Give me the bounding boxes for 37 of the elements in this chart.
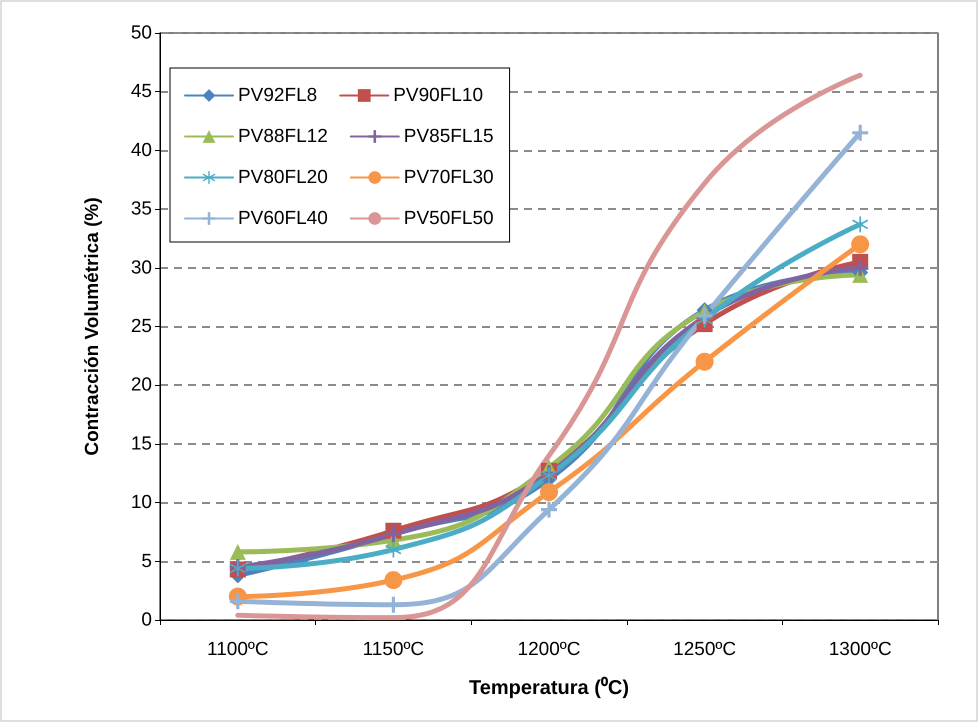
point	[230, 593, 246, 610]
legend-label: PV50FL50	[404, 208, 494, 229]
x-tick-label: 1250ºC	[673, 639, 736, 660]
y-tick-label: 5	[141, 550, 152, 572]
legend-label: PV92FL8	[238, 85, 318, 106]
y-tick-label: 15	[130, 433, 152, 454]
y-tick-label: 20	[130, 374, 152, 396]
y-tick-label: 50	[130, 22, 152, 44]
point	[696, 352, 714, 371]
x-tick-label: 1200ºC	[518, 639, 580, 660]
point	[852, 260, 868, 276]
legend-label: PV70FL30	[404, 167, 494, 188]
point	[540, 483, 558, 502]
point	[852, 124, 868, 141]
x-axis-title: Temperatura (⁰C)	[469, 676, 629, 699]
y-tick-label: 0	[141, 610, 152, 630]
legend-label: PV90FL10	[393, 85, 484, 106]
y-tick-label: 40	[130, 140, 152, 161]
point	[851, 235, 870, 254]
legend-label: PV88FL12	[238, 126, 328, 147]
x-tick-label: 1100ºC	[207, 639, 269, 660]
legend-label: PV80FL20	[238, 167, 328, 188]
point	[852, 216, 868, 232]
x-tick-label: 1300ºC	[828, 639, 892, 660]
y-tick-label: 10	[130, 492, 152, 514]
y-axis-title: Contracción Volumétrica (%)	[82, 197, 103, 456]
y-tick-label: 35	[130, 198, 152, 220]
point	[230, 544, 246, 560]
y-tick-label: 30	[130, 257, 152, 278]
legend-label: PV60FL40	[238, 208, 328, 229]
legend-label: PV85FL15	[404, 126, 494, 147]
x-tick-label: 1150ºC	[362, 639, 424, 660]
y-tick-label: 45	[130, 81, 152, 102]
point	[541, 502, 557, 518]
point	[385, 542, 402, 558]
y-tick-label: 25	[130, 316, 152, 337]
point	[384, 571, 402, 590]
